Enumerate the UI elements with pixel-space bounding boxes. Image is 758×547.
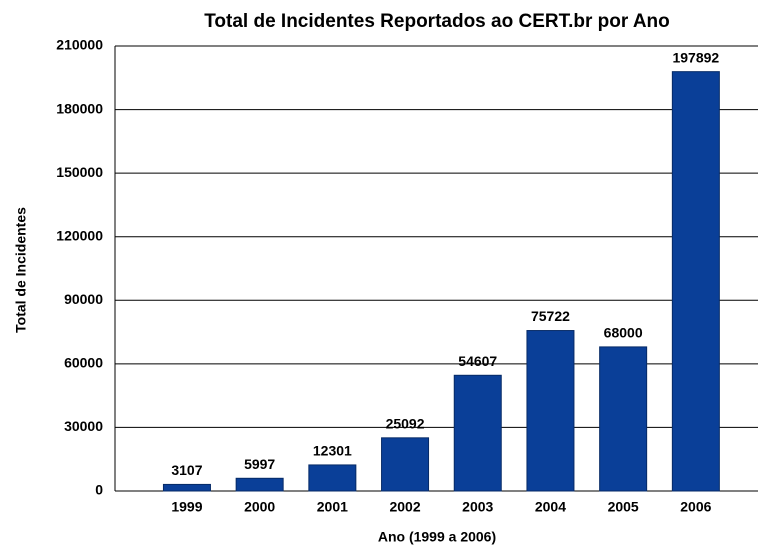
y-tick-label: 180000 [56, 100, 103, 116]
data-label: 54607 [458, 353, 497, 369]
x-tick-label: 2003 [462, 499, 493, 515]
data-label: 25092 [386, 416, 425, 432]
bar [381, 437, 430, 492]
bar [308, 464, 357, 492]
bar [453, 374, 502, 492]
x-tick-label: 1999 [171, 499, 202, 515]
bar [162, 483, 211, 492]
data-label: 12301 [313, 443, 352, 459]
data-label: 68000 [604, 325, 643, 341]
bar [235, 477, 284, 492]
y-tick-label: 90000 [64, 291, 103, 307]
data-label: 3107 [171, 462, 202, 478]
data-label: 75722 [531, 308, 570, 324]
y-tick-label: 60000 [64, 355, 103, 371]
y-axis-label: Total de Incidentes [13, 207, 29, 333]
x-axis-label: Ano (1999 a 2006) [378, 529, 496, 545]
y-tick-label: 120000 [56, 227, 103, 243]
data-label: 5997 [244, 456, 275, 472]
x-tick-label: 2005 [608, 499, 639, 515]
chart-title: Total de Incidentes Reportados ao CERT.b… [204, 11, 670, 32]
bar [599, 346, 648, 492]
data-label: 197892 [672, 49, 719, 65]
y-tick-label: 150000 [56, 164, 103, 180]
x-tick-label: 2004 [535, 499, 566, 515]
x-tick-label: 2001 [317, 499, 348, 515]
x-tick-label: 2006 [680, 499, 711, 515]
y-tick-label: 0 [95, 482, 103, 498]
bar [526, 330, 575, 492]
y-tick-label: 30000 [64, 418, 103, 434]
bar [671, 71, 720, 492]
x-tick-label: 2002 [389, 499, 420, 515]
x-tick-label: 2000 [244, 499, 275, 515]
y-tick-label: 210000 [56, 37, 103, 53]
